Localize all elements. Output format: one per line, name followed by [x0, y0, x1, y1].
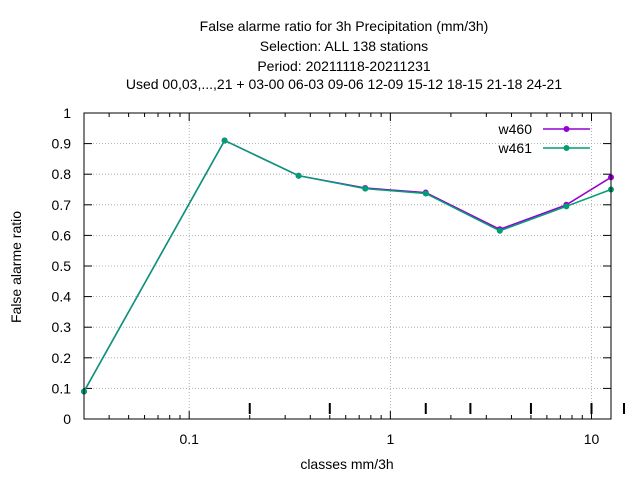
data-point-w461 — [362, 185, 369, 192]
y-tick-label: 0.5 — [52, 258, 72, 274]
series-group — [81, 137, 614, 395]
title-line-1: False alarme ratio for 3h Precipitation … — [200, 18, 489, 34]
chart-title: False alarme ratio for 3h Precipitation … — [126, 18, 562, 92]
data-point-w461 — [563, 203, 570, 210]
plot-frame — [83, 112, 612, 420]
data-point-w461 — [496, 227, 503, 234]
title-line-4: Used 00,03,...,21 + 03-00 06-03 09-06 12… — [126, 76, 562, 92]
y-tick-label: 0.9 — [52, 136, 72, 152]
axis-ticks: 0 0.1 0.2 0.3 0.4 0.5 0.6 0.7 0.8 0.9 1 0.1 1 10 — [52, 105, 611, 447]
title-line-2: Selection: ALL 138 stations — [260, 38, 428, 54]
y-tick-label: 0.4 — [52, 289, 72, 305]
x-axis-label: classes mm/3h — [300, 456, 393, 472]
legend-label-w461: w461 — [498, 140, 533, 156]
legend-marker-w461 — [563, 145, 570, 151]
legend-marker-w460 — [563, 126, 570, 132]
y-tick-label: 0.2 — [52, 350, 72, 366]
data-point-w461 — [295, 172, 302, 179]
grid — [84, 113, 611, 419]
y-tick-label: 0.7 — [52, 197, 72, 213]
y-tick-label: 0.6 — [52, 227, 72, 243]
class-threshold-marks — [248, 403, 625, 414]
legend-label-w460: w460 — [498, 121, 533, 137]
y-tick-label: 0.8 — [52, 166, 72, 182]
data-point-w461 — [221, 137, 228, 144]
x-tick-label: 1 — [386, 431, 394, 447]
y-tick-label: 0.3 — [52, 319, 72, 335]
x-tick-label: 10 — [584, 431, 600, 447]
y-tick-label: 1 — [63, 105, 71, 121]
title-line-3: Period: 20211118-20211231 — [257, 58, 431, 74]
data-point-w461 — [422, 190, 429, 197]
series-line-w461 — [83, 139, 612, 392]
y-tick-label: 0 — [63, 411, 71, 427]
y-axis-label: False alarme ratio — [8, 211, 24, 323]
legend: w460 w461 — [498, 121, 590, 156]
x-tick-label: 0.1 — [179, 431, 199, 447]
y-tick-label: 0.1 — [52, 380, 72, 396]
